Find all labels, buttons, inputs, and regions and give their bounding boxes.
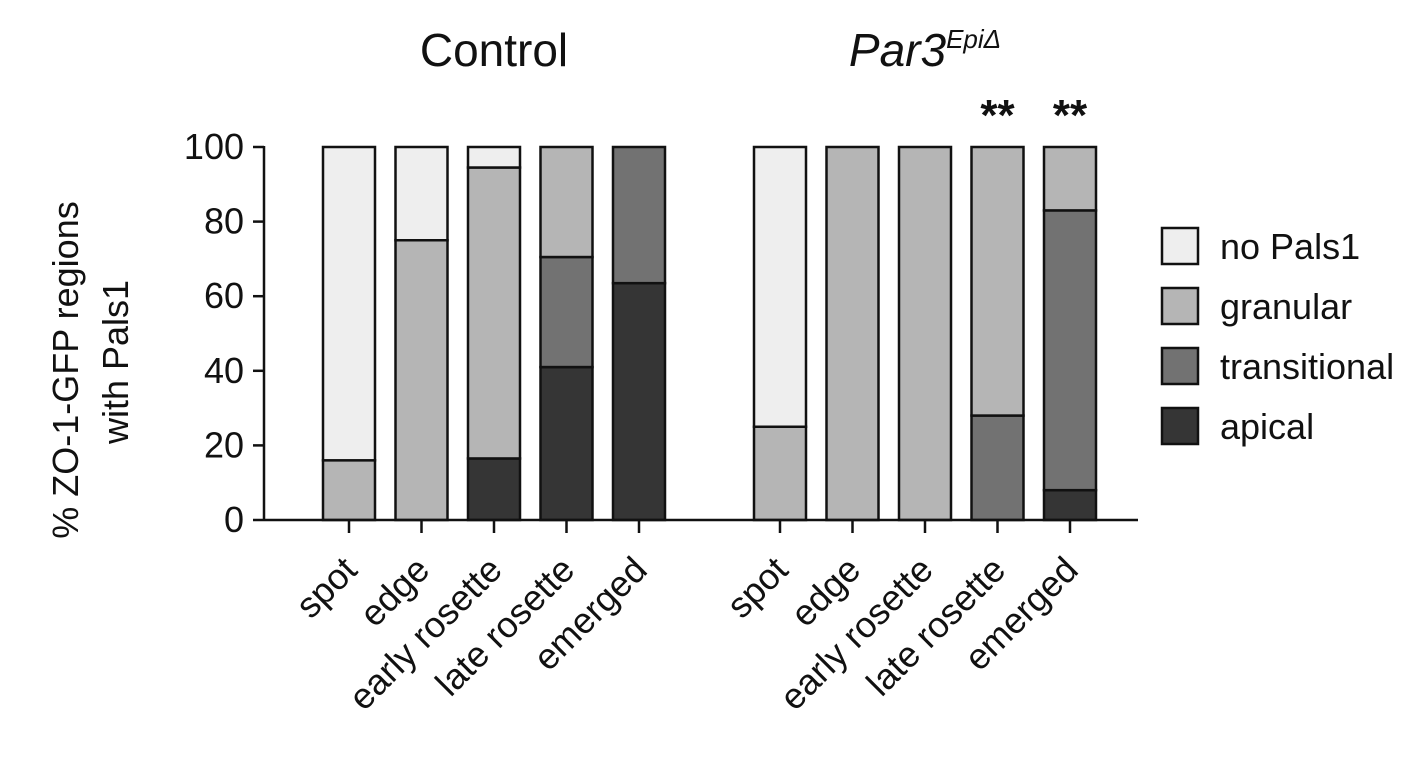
bar-segment-transitional — [970, 414, 1025, 522]
axes-layer — [253, 145, 1138, 533]
x-category-label: spot — [288, 549, 365, 626]
bar-segment-no-pals1 — [466, 145, 522, 169]
bar-segment-transitional — [539, 255, 594, 369]
bar-segment-apical — [611, 281, 667, 522]
legend-swatch — [1160, 406, 1200, 446]
bar-segment-apical — [539, 365, 594, 522]
bar-segment-granular — [825, 145, 880, 522]
bar-segment-granular — [321, 459, 377, 522]
y-axis-title-line1: % ZO-1-GFP regions — [45, 201, 86, 538]
legend: no Pals1 granular transitional apical — [1160, 226, 1394, 447]
legend-item-granular: granular — [1160, 286, 1352, 327]
y-tick-label: 20 — [204, 424, 244, 465]
bars-layer — [321, 145, 1098, 522]
y-tick-label: 40 — [204, 350, 244, 391]
bar-segment-transitional — [1042, 209, 1098, 492]
bar-segment-apical — [1042, 488, 1098, 522]
y-tick-label: 60 — [204, 275, 244, 316]
legend-label: transitional — [1220, 346, 1394, 387]
bar-segment-granular — [897, 145, 953, 522]
bar-segment-no-pals1 — [394, 145, 449, 242]
bar-segment-granular — [1042, 145, 1098, 212]
bar-segment-apical — [466, 457, 522, 522]
legend-swatch — [1160, 286, 1200, 326]
bar-segment-granular — [752, 425, 808, 522]
x-category-label: spot — [719, 549, 796, 626]
legend-label: no Pals1 — [1220, 226, 1360, 267]
y-tick-label: 100 — [184, 126, 244, 167]
group-title: Par3EpiΔ — [849, 24, 1001, 76]
legend-item-no-pals1: no Pals1 — [1160, 226, 1360, 267]
bar-segment-transitional — [611, 145, 667, 285]
y-tick-label: 0 — [224, 499, 244, 540]
bar-segment-granular — [970, 145, 1025, 417]
group-title-main: Par3 — [849, 24, 947, 76]
legend-label: apical — [1220, 406, 1314, 447]
legend-swatch — [1160, 346, 1200, 386]
bar-segment-granular — [466, 166, 522, 460]
bar-segment-granular — [394, 239, 449, 522]
y-axis-title-line2: with Pals1 — [95, 280, 136, 445]
significance-marker: ** — [980, 91, 1015, 140]
legend-item-apical: apical — [1160, 406, 1314, 447]
legend-label: granular — [1220, 286, 1352, 327]
group-title: Control — [420, 24, 568, 76]
group-title-superscript: EpiΔ — [946, 24, 1001, 54]
bar-segment-granular — [539, 145, 594, 259]
legend-swatch — [1160, 226, 1200, 266]
y-tick-label: 80 — [204, 201, 244, 242]
legend-item-transitional: transitional — [1160, 346, 1394, 387]
bar-segment-no-pals1 — [321, 145, 377, 462]
significance-marker: ** — [1053, 91, 1088, 140]
bar-segment-no-pals1 — [752, 145, 808, 428]
